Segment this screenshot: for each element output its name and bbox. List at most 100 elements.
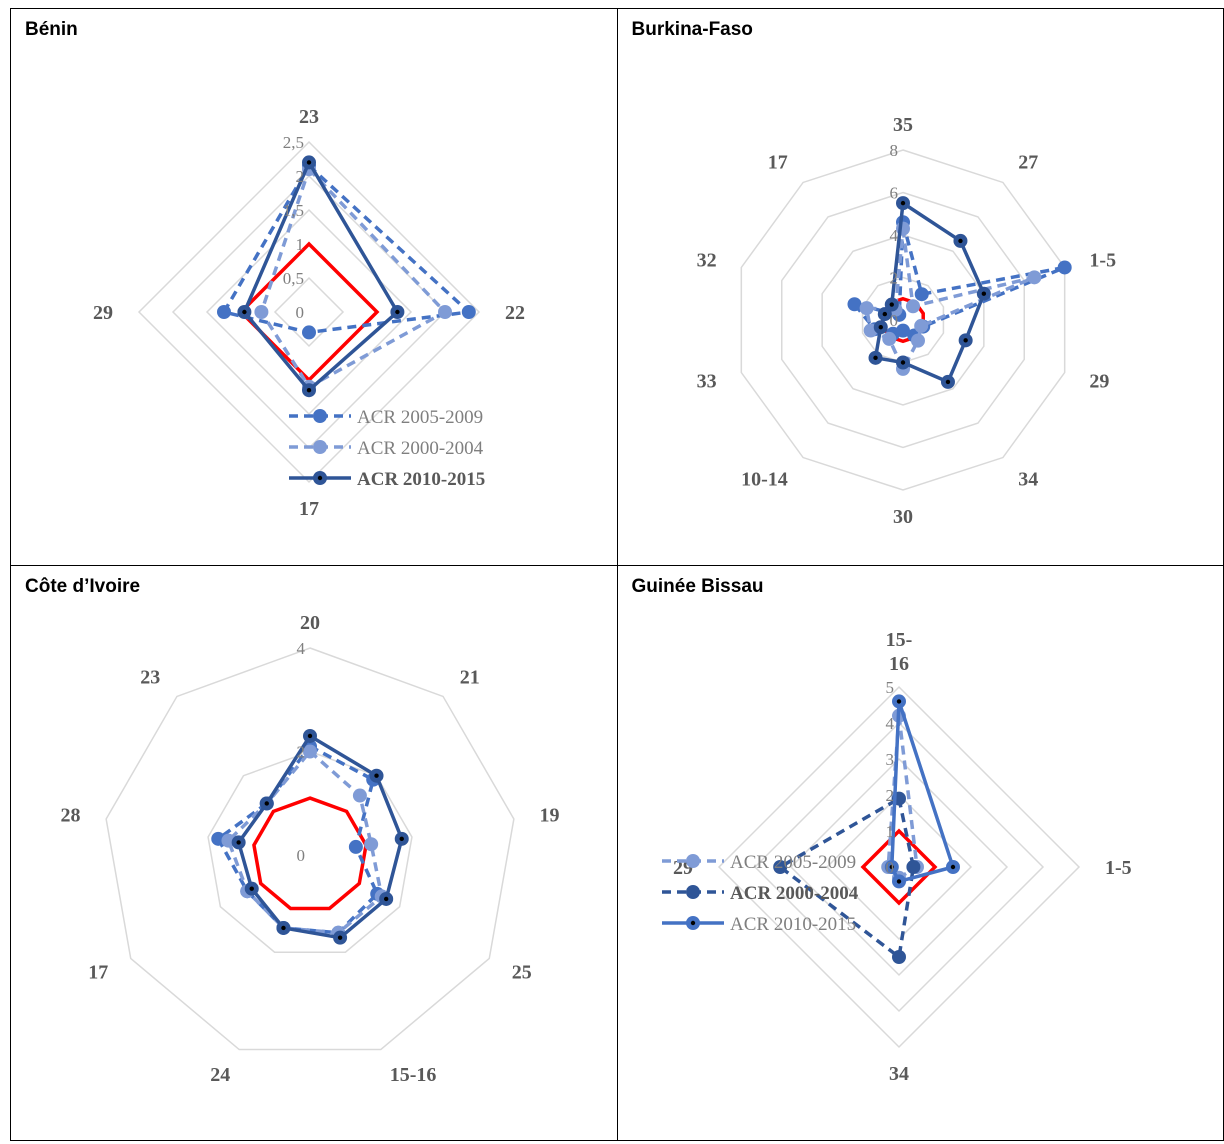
series-point-center	[945, 379, 950, 385]
series-point-center	[242, 309, 247, 315]
tick-label: 3	[885, 750, 894, 769]
panel-burkina: Burkina-Faso 0 2 4 6 8 35 27 1-5 29 34 30 10-14 33 32…	[616, 8, 1224, 566]
series-point-center	[306, 160, 312, 165]
grid-ring-1	[207, 750, 413, 954]
category-label: 21	[460, 667, 480, 689]
series-point	[891, 950, 906, 964]
series-point-center	[889, 864, 894, 870]
panel-title-cote-divoire: Côte d’Ivoire	[25, 576, 141, 597]
category-label: 1-5	[1105, 857, 1132, 879]
series-point-center	[395, 309, 400, 315]
legend: ACR 2005-2009 ACR 2000-2004 ACR 2010-2015	[661, 852, 859, 935]
series-point-center	[896, 879, 901, 884]
series-point-center	[249, 886, 254, 891]
series-2	[868, 196, 991, 389]
tick-label: 6	[889, 184, 898, 203]
radar-grid	[137, 140, 481, 484]
series-point-center	[981, 291, 986, 296]
tick-label: 0	[296, 303, 305, 322]
panel-benin: Bénin 0 0,5 1 1,5 2 2,5 23 22 17 29 ACR 2005-2009 A…	[10, 8, 618, 566]
tick-label: 1	[296, 235, 305, 254]
radar-chart-burkina: 0 2 4 6 8 35 27 1-5 29 34 30 10-14 33 32 17	[696, 114, 1115, 528]
series-point	[910, 333, 925, 348]
category-label: 28	[61, 805, 81, 827]
series-point	[438, 305, 452, 319]
category-label: 17	[767, 151, 787, 173]
series-point	[914, 287, 929, 302]
tick-label: 0,5	[283, 269, 304, 288]
tick-label: 0	[297, 846, 306, 865]
legend-label: ACR 2000-2004	[730, 883, 859, 904]
legend-label: ACR 2005-2009	[357, 407, 483, 428]
category-label: 15-16	[390, 1064, 437, 1086]
panel-guinee-bissau: Guinée Bissau 0 1 2 3 4 5 15-16 1-5 34 29 ACR 2005…	[616, 565, 1224, 1141]
series-point	[1026, 270, 1041, 285]
grid-ring-5	[717, 685, 1080, 1049]
radar-grid	[105, 647, 515, 1051]
series-point	[217, 305, 231, 319]
panel-grid: Bénin 0 0,5 1 1,5 2 2,5 23 22 17 29 ACR 2005-2009 A…	[10, 8, 1224, 1141]
series-point	[348, 839, 363, 854]
series-point-center	[383, 896, 389, 902]
grid-ring-1	[273, 276, 345, 348]
category-label: 19	[539, 805, 559, 827]
series-point	[846, 297, 861, 312]
category-label: 34	[1018, 469, 1038, 491]
category-label: 24	[210, 1064, 230, 1086]
series-point	[905, 860, 920, 874]
series-point	[859, 301, 874, 316]
legend-swatch-marker	[313, 409, 327, 423]
legend-swatch-marker	[685, 885, 700, 899]
series-point	[352, 788, 367, 803]
grid-ring-5	[137, 140, 481, 484]
series-point	[254, 305, 269, 319]
category-label: 10-14	[741, 469, 788, 491]
category-label: 22	[505, 302, 525, 324]
series-2	[237, 155, 405, 398]
legend: ACR 2005-2009 ACR 2000-2004 ACR 2010-2015	[289, 407, 485, 490]
legend-swatch-marker	[685, 854, 700, 868]
legend-label: ACR 2010-2015	[730, 914, 856, 935]
series-point	[303, 744, 317, 759]
tick-label: 1	[885, 822, 894, 841]
series-1	[859, 221, 1041, 376]
legend-label: ACR 2010-2015	[357, 469, 485, 490]
tick-label: 2,5	[283, 133, 304, 152]
grid-ring-3	[789, 757, 1008, 977]
series-point-center	[307, 733, 313, 739]
category-label: 30	[893, 506, 913, 528]
grid-ring-4	[740, 149, 1065, 491]
series-point-center	[900, 200, 905, 206]
series-point	[905, 299, 920, 314]
series-point	[881, 331, 896, 346]
legend-swatch-center	[690, 920, 695, 926]
series-point-center	[889, 302, 894, 307]
tick-label: 4	[889, 226, 898, 245]
series-line-1	[864, 226, 1036, 371]
category-label: 23	[140, 667, 160, 689]
legend-label: ACR 2005-2009	[730, 852, 856, 873]
tick-label: 0	[885, 858, 894, 877]
series-point-center	[306, 388, 312, 393]
series-point-center	[896, 699, 901, 704]
series-point-center	[337, 935, 343, 940]
tick-label: 4	[297, 639, 306, 658]
category-label: 29	[1089, 371, 1109, 393]
category-label: 29	[93, 302, 113, 324]
series-point-center	[374, 773, 379, 778]
tick-label: 2	[889, 269, 898, 288]
grid-ring-2	[105, 647, 515, 1051]
series-line-0	[216, 744, 379, 935]
category-label: 25	[512, 962, 532, 984]
tick-label: 1,5	[283, 201, 304, 220]
category-label: 17	[88, 962, 108, 984]
series-point	[302, 325, 316, 340]
series-point-center	[882, 311, 887, 317]
category-label: 35	[893, 114, 913, 136]
tick-label: 2	[297, 743, 306, 762]
threshold-line	[860, 828, 937, 906]
series-point-center	[399, 836, 404, 842]
